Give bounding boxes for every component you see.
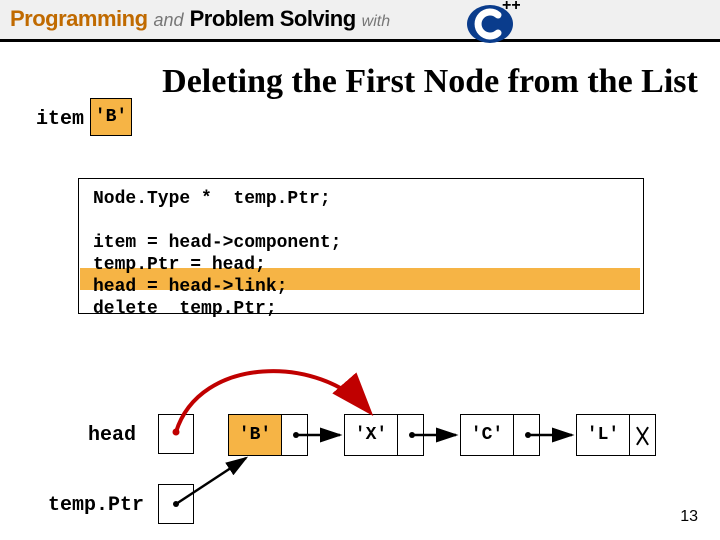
code-line-5: delete temp.Ptr; <box>93 299 277 319</box>
node-next-ptr <box>398 414 424 456</box>
list-node-0: 'B' <box>228 414 308 456</box>
slide-title: Deleting the First Node from the List <box>160 62 700 101</box>
slide: Programming and Problem Solving with ++ … <box>0 0 720 540</box>
node-value: 'B' <box>228 414 282 456</box>
node-value: 'C' <box>460 414 514 456</box>
tempptr-label: temp.Ptr <box>48 494 144 517</box>
banner-word-and: and <box>154 10 184 31</box>
banner-word-programming: Programming <box>10 6 148 32</box>
code-line-2: item = head->component; <box>93 233 341 253</box>
banner-word-with: with <box>362 13 390 31</box>
list-node-2: 'C' <box>460 414 540 456</box>
cpp-logo-icon: ++ <box>466 0 520 44</box>
code-text: Node.Type * temp.Ptr; item = head->compo… <box>93 189 629 321</box>
banner-title: Programming and Problem Solving with <box>10 6 390 32</box>
item-value-box: 'B' <box>90 98 132 136</box>
code-line-3: temp.Ptr = head; <box>93 255 266 275</box>
banner-word-problem: Problem Solving <box>190 6 356 32</box>
head-label: head <box>88 424 136 447</box>
list-node-3: 'L' <box>576 414 656 456</box>
node-value: 'X' <box>344 414 398 456</box>
node-next-ptr <box>514 414 540 456</box>
list-node-1: 'X' <box>344 414 424 456</box>
slide-number: 13 <box>680 508 698 526</box>
node-next-ptr <box>282 414 308 456</box>
node-next-null <box>630 414 656 456</box>
code-line-4: head = head->link; <box>93 277 287 297</box>
cpp-plus-text: ++ <box>502 0 520 14</box>
code-block: Node.Type * temp.Ptr; item = head->compo… <box>78 178 644 314</box>
node-value: 'L' <box>576 414 630 456</box>
code-line-1: Node.Type * temp.Ptr; <box>93 189 331 209</box>
item-label: item <box>36 108 84 131</box>
head-pointer-box <box>158 414 194 454</box>
tempptr-pointer-box <box>158 484 194 524</box>
banner: Programming and Problem Solving with ++ <box>0 0 720 42</box>
